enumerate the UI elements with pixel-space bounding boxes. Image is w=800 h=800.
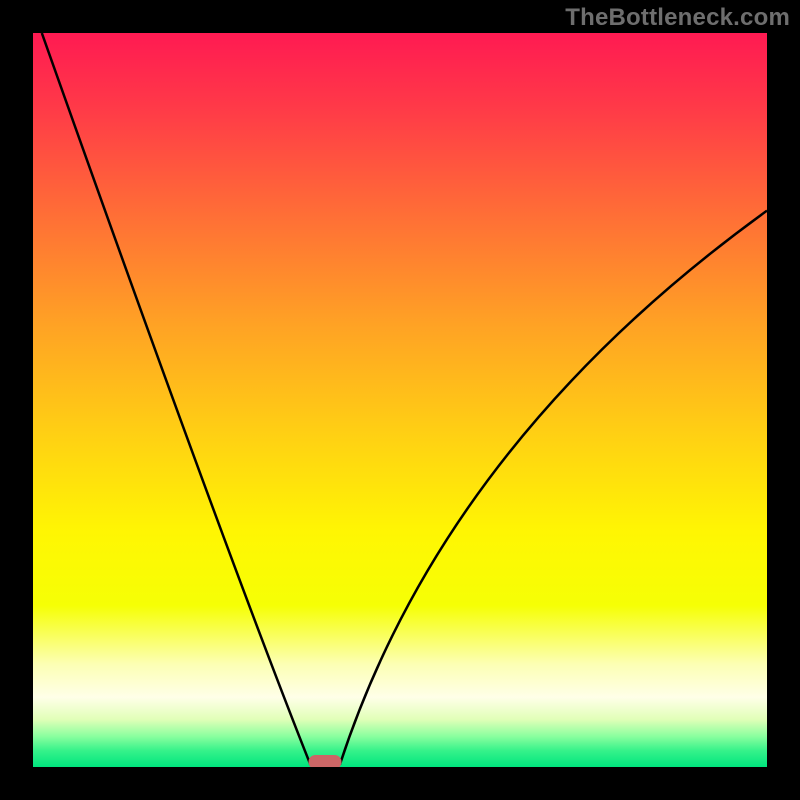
- chart-frame: TheBottleneck.com: [0, 0, 800, 800]
- plot-area: [33, 33, 767, 767]
- bottleneck-curve: [33, 33, 767, 767]
- minimum-marker: [309, 755, 342, 767]
- curve-right-branch: [340, 211, 767, 765]
- curve-left-branch: [42, 33, 311, 765]
- watermark-text: TheBottleneck.com: [565, 4, 790, 32]
